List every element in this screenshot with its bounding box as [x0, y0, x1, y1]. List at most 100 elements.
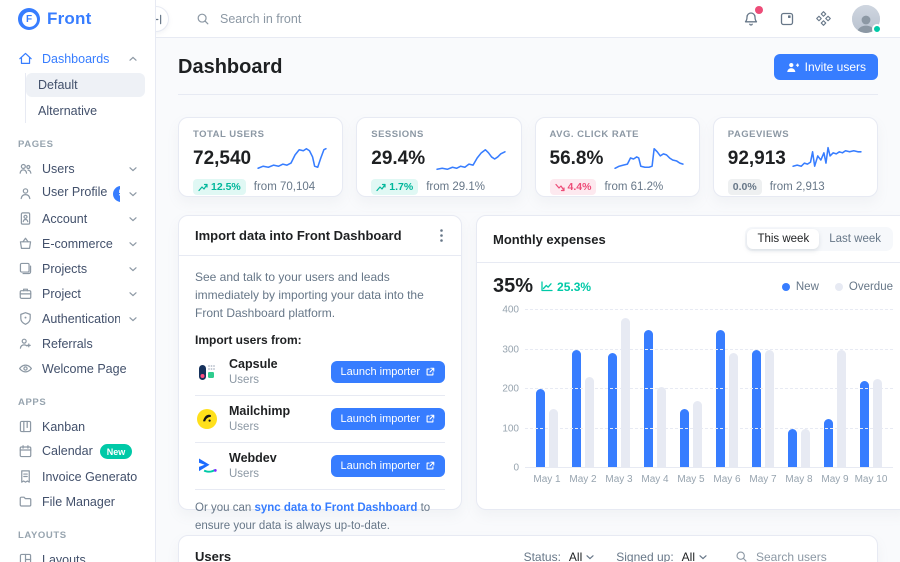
- nav-section-layouts: LAYOUTS: [18, 530, 67, 541]
- stat-card-avg-click-rate: AVG. CLICK RATE 56.8% 4.4% from 61.2%: [534, 117, 700, 197]
- basket-icon: [18, 236, 33, 251]
- sidebar-item-account[interactable]: Account: [10, 206, 145, 231]
- launch-importer-button[interactable]: Launch importer: [330, 361, 445, 383]
- vendor-name: Webdev: [229, 451, 277, 465]
- bar-overdue: [621, 317, 630, 468]
- bar-overdue: [693, 400, 702, 468]
- x-tick-label: May 10: [854, 474, 888, 485]
- stat-value: 72,540: [193, 148, 252, 169]
- stat-card-sessions: SESSIONS 29.4% 1.7% from 29.1%: [356, 117, 522, 197]
- notifications-button[interactable]: [743, 5, 763, 27]
- users-search[interactable]: [735, 549, 861, 562]
- sidebar-item-dashboards[interactable]: Dashboards: [10, 46, 145, 71]
- user-profile-count-badge: 5: [113, 185, 120, 202]
- import-row-capsule: Capsule Users Launch importer: [195, 349, 445, 396]
- sidebar-item-user-profile[interactable]: User Profile5: [10, 181, 145, 206]
- invite-users-button[interactable]: Invite users: [773, 54, 878, 80]
- x-tick-label: May 8: [785, 474, 813, 485]
- capsule-logo-icon: [195, 360, 219, 384]
- this-week-button[interactable]: This week: [747, 229, 820, 249]
- user-avatar[interactable]: [852, 4, 882, 34]
- vendor-name: Mailchimp: [229, 404, 291, 418]
- sidebar-subitem-default[interactable]: Default: [26, 73, 145, 97]
- launch-importer-button[interactable]: Launch importer: [330, 408, 445, 430]
- x-tick-label: May 3: [605, 474, 633, 485]
- users-filters: Status: All Signed up: All: [524, 549, 861, 562]
- y-tick-label: 200: [502, 383, 519, 395]
- sidebar-nav: Dashboards Default Alternative PAGES Use…: [0, 38, 155, 562]
- last-week-button[interactable]: Last week: [819, 229, 891, 249]
- chevron-down-icon: [129, 190, 137, 198]
- apps-board-button[interactable]: [779, 11, 795, 27]
- brand-logo[interactable]: F Front: [0, 0, 155, 38]
- sidebar-item-welcome-page[interactable]: Welcome Page: [10, 356, 145, 381]
- global-search[interactable]: [196, 11, 420, 26]
- sidebar-item-invoice-generator[interactable]: Invoice Generator: [10, 464, 145, 489]
- sidebar-item-layouts[interactable]: Layouts: [10, 547, 145, 562]
- bar-group: [788, 310, 810, 468]
- nav-section-apps: APPS: [18, 397, 47, 408]
- delta-badge: 0.0%: [727, 179, 762, 195]
- sidebar-item-projects[interactable]: Projects: [10, 256, 145, 281]
- import-row-webdev: Webdev Users Launch importer: [195, 443, 445, 490]
- bell-icon: [744, 11, 758, 26]
- avatar-image: [852, 4, 880, 33]
- sidebar-subitem-alternative[interactable]: Alternative: [26, 99, 145, 123]
- stat-label: PAGEVIEWS: [727, 129, 790, 140]
- sidebar-item-authentication[interactable]: Authentication: [10, 306, 145, 331]
- person-plus-icon: [786, 62, 799, 72]
- status-filter-select[interactable]: All: [569, 550, 594, 562]
- stat-label: SESSIONS: [371, 129, 424, 140]
- shield-icon: [18, 311, 33, 326]
- folder-icon: [18, 494, 33, 509]
- search-input[interactable]: [220, 11, 420, 26]
- topbar-actions: [743, 4, 882, 34]
- home-icon: [18, 51, 33, 66]
- external-link-icon: [426, 461, 435, 470]
- bar-new: [536, 389, 545, 468]
- sidebar-item-calendar[interactable]: Calendar New: [10, 439, 145, 464]
- import-card-title: Import data into Front Dashboard: [195, 228, 402, 243]
- logo-letter: F: [21, 11, 37, 27]
- sidebar-item-label: Layouts: [42, 552, 86, 562]
- signedup-filter-label: Signed up:: [616, 549, 674, 562]
- sidebar-item-users[interactable]: Users: [10, 156, 145, 181]
- external-link-icon: [426, 414, 435, 423]
- sidebar-item-label: File Manager: [42, 494, 115, 509]
- import-description: See and talk to your users and leads imm…: [195, 270, 424, 320]
- middle-cards-row: Import data into Front Dashboard See and…: [178, 215, 900, 532]
- x-tick-label: May 9: [821, 474, 849, 485]
- stat-label: TOTAL USERS: [193, 129, 265, 140]
- sidebar-item-ecommerce[interactable]: E-commerce: [10, 231, 145, 256]
- chevron-down-icon: [129, 165, 137, 173]
- stat-compare: from 70,104: [253, 181, 316, 193]
- person-icon: [18, 186, 33, 201]
- sidebar-item-project[interactable]: Project: [10, 281, 145, 306]
- graph-up-icon: [198, 183, 208, 191]
- bar-group: [824, 310, 846, 468]
- sparkline-chart: [614, 147, 684, 170]
- launch-importer-button[interactable]: Launch importer: [330, 455, 445, 477]
- bar-group: [680, 310, 702, 468]
- bar-group: [536, 310, 558, 468]
- sidebar-item-file-manager[interactable]: File Manager: [10, 489, 145, 514]
- bar-new: [860, 381, 869, 468]
- sidebar-item-kanban[interactable]: Kanban: [10, 414, 145, 439]
- page-title: Dashboard: [178, 55, 283, 78]
- kanban-icon: [18, 419, 33, 434]
- sync-data-link[interactable]: sync data to Front Dashboard: [254, 502, 418, 514]
- y-tick-label: 300: [502, 344, 519, 355]
- card-menu-button[interactable]: [438, 227, 445, 244]
- sidebar-item-referrals[interactable]: Referrals: [10, 331, 145, 356]
- legend-item-overdue: Overdue: [834, 281, 893, 293]
- x-tick-label: May 5: [677, 474, 705, 485]
- board-icon: [780, 12, 794, 25]
- eye-icon: [18, 361, 33, 376]
- calendar-icon: [18, 444, 33, 459]
- subitem-label: Alternative: [38, 104, 98, 118]
- users-search-input[interactable]: [756, 549, 861, 562]
- x-tick-label: May 6: [713, 474, 741, 485]
- delta-badge: 12.5%: [193, 179, 246, 195]
- signedup-filter-select[interactable]: All: [682, 550, 707, 562]
- widgets-button[interactable]: [815, 10, 832, 27]
